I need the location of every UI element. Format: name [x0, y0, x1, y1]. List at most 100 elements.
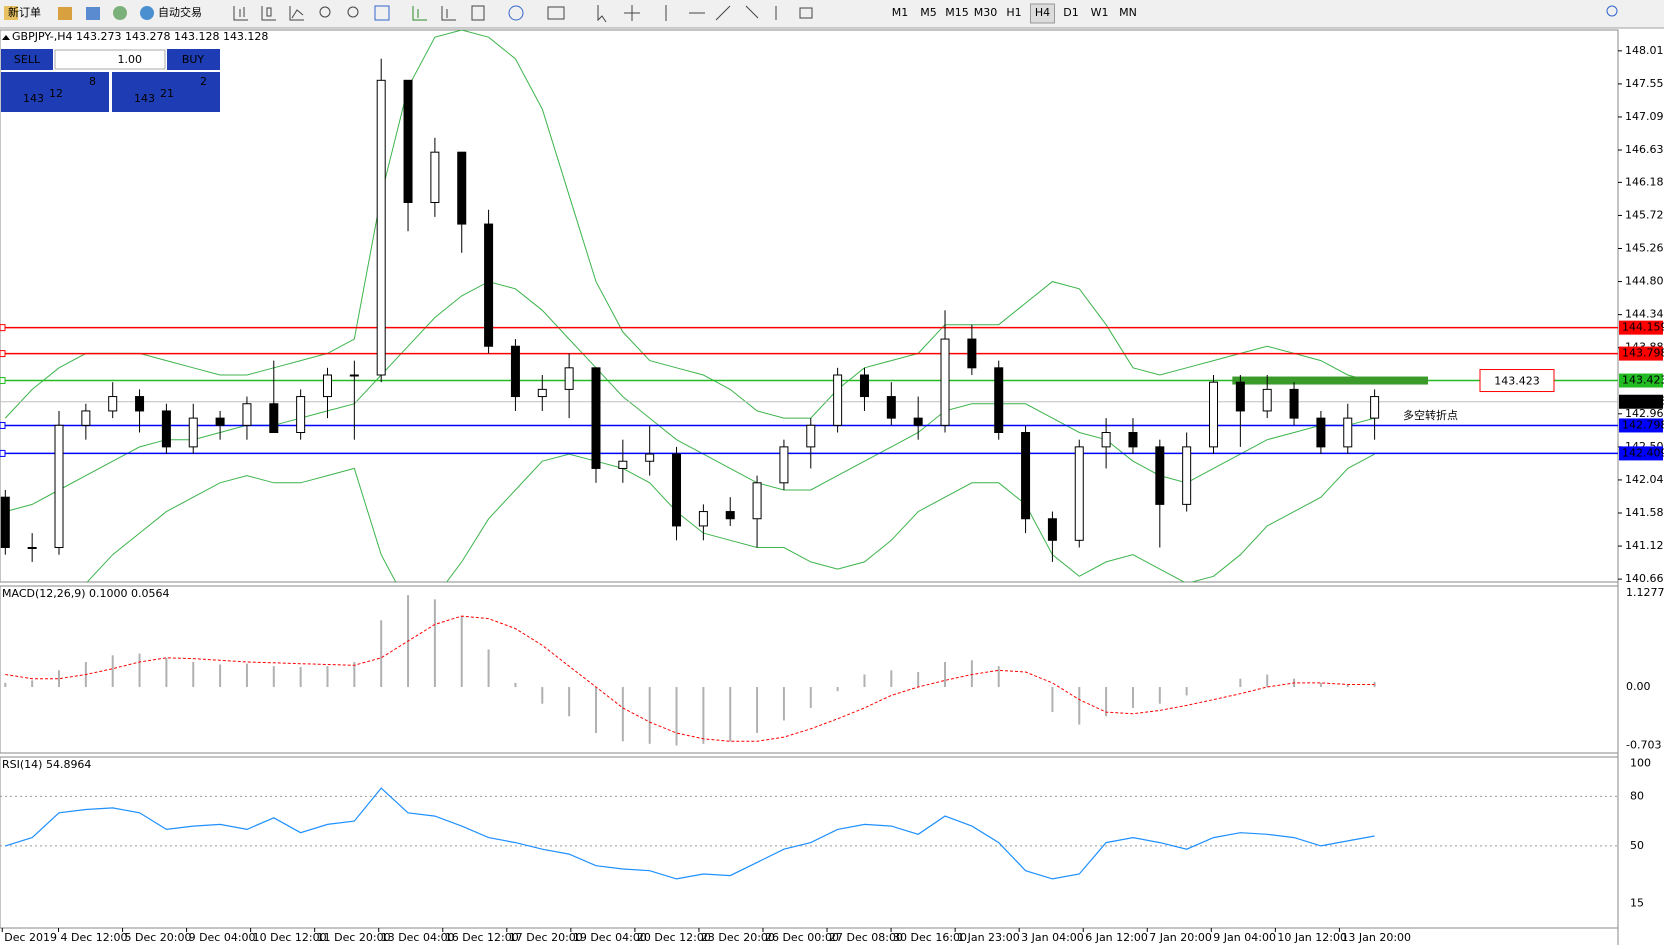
icon[interactable] [113, 6, 127, 20]
icon[interactable] [289, 6, 304, 21]
candle-body [484, 223, 494, 347]
price-label: 143.423 [1622, 374, 1664, 387]
icon[interactable] [261, 6, 276, 21]
candle-body [994, 367, 1004, 433]
candle-body [430, 151, 440, 203]
y-tick-label: 145.260 [1625, 242, 1664, 255]
y-tick-label: 147.090 [1625, 110, 1664, 123]
candle-body [135, 396, 145, 412]
x-tick-label: 13 Jan 20:00 [1341, 931, 1411, 944]
candle-body [457, 151, 467, 225]
candle-body [188, 417, 198, 448]
icon[interactable] [86, 7, 100, 20]
icon[interactable] [233, 6, 248, 21]
price-label-box [1619, 446, 1663, 461]
price-chart: 143.423 多空转折点 [0, 30, 1618, 582]
candle-body [859, 374, 869, 398]
lots-field[interactable] [54, 49, 166, 70]
x-tick-label: 5 Dec 20:00 [125, 931, 192, 944]
candle-body [0, 496, 10, 548]
candle-body [698, 511, 708, 527]
x-tick-label: 9 Dec 04:00 [189, 931, 256, 944]
icon[interactable] [347, 6, 359, 18]
candle-body [833, 374, 843, 426]
annotation-box [1479, 369, 1555, 393]
candle-body [913, 417, 923, 426]
sell-button[interactable] [1, 49, 53, 70]
price-sup[interactable]: 2 [200, 75, 207, 88]
icon[interactable] [4, 6, 18, 20]
candle-body [1021, 432, 1031, 520]
icon[interactable] [140, 6, 154, 20]
timeframe-button[interactable]: M15 [945, 6, 969, 19]
candle-body [54, 424, 64, 548]
price-sup[interactable]: 8 [89, 75, 96, 88]
candle-body [1316, 417, 1326, 448]
icon[interactable] [665, 5, 813, 21]
candle-body [1047, 518, 1057, 541]
icon[interactable] [58, 7, 72, 20]
timeframe-button[interactable]: M1 [892, 6, 909, 19]
icon[interactable] [597, 5, 607, 23]
annotation-price: 143.423 [1494, 375, 1540, 388]
candle-body [27, 547, 37, 549]
sell-label[interactable]: SELL [14, 53, 41, 66]
toolbar-icons [233, 5, 1618, 23]
timeframe-button[interactable]: MN [1119, 6, 1137, 19]
candle-body [1209, 381, 1219, 448]
timeframe-button[interactable]: W1 [1091, 6, 1109, 19]
icon[interactable] [374, 5, 390, 21]
candle-body [376, 79, 386, 376]
timeframe-button[interactable]: M30 [974, 6, 998, 19]
price-mid[interactable]: 21 [160, 87, 174, 100]
one-click-trading: GBPJPY-,H4 143.273 143.278 143.128 143.1… [1, 30, 268, 112]
x-tick-label: Dec 2019 [4, 931, 57, 944]
buy-button[interactable] [167, 49, 220, 70]
price-box[interactable] [112, 72, 220, 112]
auto-trading-button[interactable]: 自动交易 [158, 5, 202, 19]
price-big[interactable]: 143 [134, 92, 155, 105]
current-price-label: 143.128 [1622, 395, 1664, 408]
lots-value[interactable]: 1.00 [118, 53, 143, 66]
indicator-title: MACD(12,26,9) 0.1000 0.0564 [2, 587, 170, 600]
candle-body [242, 403, 252, 426]
x-tick-label: 10 Dec 12:00 [253, 931, 327, 944]
timeframe-button[interactable]: D1 [1063, 6, 1078, 19]
line-handle [0, 377, 6, 385]
candle-body [1128, 432, 1138, 448]
icon[interactable] [624, 5, 640, 21]
candle-body [725, 511, 735, 520]
price-label: 144.159 [1622, 321, 1664, 334]
y-tick-label: 142.960 [1625, 407, 1664, 420]
candle-body [1370, 396, 1380, 419]
y-tick-label: 146.180 [1625, 175, 1664, 188]
timeframe-button[interactable]: M5 [920, 6, 937, 19]
timeframe-button[interactable]: H4 [1035, 6, 1050, 19]
signal-line [5, 615, 1375, 742]
candle-body [1155, 446, 1165, 505]
rsi-chart [0, 787, 1618, 880]
icon[interactable] [319, 6, 331, 18]
x-tick-label: 19 Dec 04:00 [573, 931, 647, 944]
buy-label[interactable]: BUY [182, 53, 205, 66]
candle-body [645, 453, 655, 462]
x-tick-label: 20 Dec 12:00 [637, 931, 711, 944]
icon[interactable] [471, 5, 485, 21]
candle-body [537, 388, 547, 398]
icon[interactable] [508, 5, 524, 21]
price-label-box [1619, 320, 1663, 335]
icon[interactable] [441, 6, 456, 21]
candle-body [591, 367, 601, 469]
icon[interactable] [412, 6, 427, 21]
candle-body [108, 396, 118, 412]
icon[interactable] [1606, 5, 1618, 17]
new-order-button[interactable]: 新订单 [8, 5, 41, 19]
price-big[interactable]: 143 [23, 92, 44, 105]
icon[interactable] [547, 6, 565, 20]
bollinger-lower [86, 453, 1375, 582]
candle-body [940, 338, 950, 426]
timeframe-button[interactable]: H1 [1006, 6, 1021, 19]
price-mid[interactable]: 12 [49, 87, 63, 100]
candle-body [269, 403, 279, 433]
price-box[interactable] [1, 72, 109, 112]
